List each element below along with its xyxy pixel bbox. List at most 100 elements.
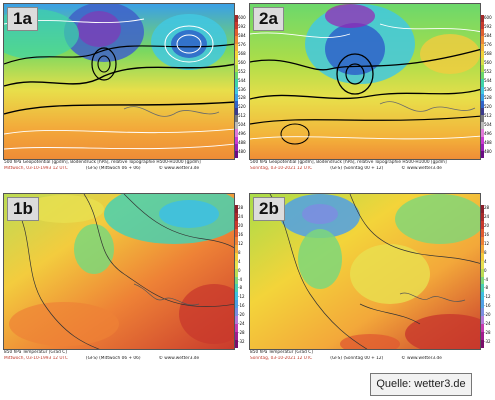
color-scale-tick: 12 — [484, 240, 490, 246]
color-scale-tick: 560 — [484, 59, 492, 65]
color-scale-tick: 536 — [238, 86, 246, 92]
caption-line-2: Sonntag, 03-10-2021 12 UTC (GFS) (Sonntag… — [250, 356, 480, 361]
color-scale-band — [481, 316, 484, 325]
color-scale-band — [235, 122, 238, 130]
color-scale-band — [235, 43, 238, 52]
color-scale-band — [481, 22, 484, 30]
geopotential-map — [3, 3, 235, 160]
color-scale-band — [235, 150, 238, 159]
caption-date: Mittwoch, 03-10-1993 12 UTC — [4, 356, 68, 361]
panel-1a: 1a 600 592 584 576 568 560 552 544 536 528 520 512 5… — [3, 3, 246, 190]
color-scale-tick: 488 — [484, 140, 492, 146]
map-graphic — [4, 194, 234, 349]
color-scale-tick: -20 — [238, 312, 245, 318]
color-scale-band — [235, 300, 238, 309]
color-scale-band — [235, 136, 238, 145]
color-scale-tick: 560 — [238, 59, 246, 65]
color-scale-tick: 16 — [484, 231, 490, 237]
color-scale-tick: 24 — [238, 213, 244, 219]
color-scale-band — [481, 284, 484, 293]
color-scale-band — [481, 268, 484, 277]
color-scale-band — [235, 129, 238, 138]
color-scale-band — [481, 93, 484, 102]
color-scale-band — [235, 15, 238, 23]
color-scale-tick: 496 — [484, 131, 492, 137]
color-scale-band — [481, 86, 484, 95]
color-scale-tick: 592 — [238, 23, 246, 29]
color-scale-band — [235, 205, 238, 214]
color-scale-tick: 4 — [484, 258, 487, 264]
panel-label: 2b — [253, 197, 285, 221]
panel-1b: 1b 28 24 20 16 12 8 4 0 -4 -8 -12 -16 -20 -24 -28 -32 8… — [3, 193, 245, 373]
color-scale-band — [481, 300, 484, 309]
color-scale-tick: 568 — [238, 50, 246, 56]
color-scale-band — [235, 268, 238, 277]
color-scale-tick: 16 — [238, 231, 244, 237]
color-scale-tick: 28 — [484, 205, 490, 210]
color-scale-tick: 576 — [238, 41, 246, 47]
map-graphic — [250, 4, 480, 159]
color-scale-tick: -32 — [238, 339, 245, 345]
color-scale-band — [481, 252, 484, 262]
color-scale-band — [481, 308, 484, 317]
color-scale-band — [235, 316, 238, 325]
color-scale-band — [481, 220, 484, 230]
color-scale-band — [235, 276, 238, 285]
temperature-map — [3, 193, 235, 350]
panel-label: 1b — [7, 197, 39, 221]
color-scale-band — [235, 252, 238, 262]
panel-label: 2a — [253, 7, 284, 31]
color-scale: 600 592 584 576 568 560 552 544 536 528 520 512 504 4… — [481, 15, 492, 159]
color-scale: 28 24 20 16 12 8 4 0 -4 -8 -12 -16 -20 -24 -28 -32 — [481, 205, 491, 349]
caption-date: Sonntag, 03-10-2021 12 UTC — [250, 166, 313, 171]
color-scale-tick: -8 — [484, 285, 488, 291]
color-scale-band — [235, 86, 238, 95]
color-scale-band — [235, 100, 238, 109]
caption-line-1: 850 hPa Temperatur [Grad C] — [4, 350, 67, 355]
color-scale-tick: -16 — [484, 303, 491, 309]
color-scale-tick: -20 — [484, 312, 491, 318]
caption-date: Sonntag, 03-10-2021 12 UTC — [250, 356, 313, 361]
caption-run: (GFS) (Mittwoch 06 + 06) — [85, 356, 141, 361]
panel-2b: 2b 28 24 20 16 12 8 4 0 -4 -8 -12 -16 -20 -24 -28 -32 8… — [249, 193, 491, 373]
map-graphic — [250, 194, 480, 349]
color-scale-tick: 12 — [238, 240, 244, 246]
color-scale-band — [481, 57, 484, 66]
color-scale: 600 592 584 576 568 560 552 544 536 528 520 512 504 4… — [235, 15, 246, 159]
color-scale-band — [481, 136, 484, 145]
color-scale-tick: 488 — [238, 140, 246, 146]
color-scale-tick: -8 — [238, 285, 242, 291]
color-scale-band — [481, 79, 484, 87]
color-scale: 28 24 20 16 12 8 4 0 -4 -8 -12 -16 -20 -24 -28 -32 — [235, 205, 245, 349]
color-scale-band — [235, 308, 238, 317]
color-scale-tick: -24 — [484, 321, 491, 327]
color-scale-band — [481, 29, 484, 37]
caption-site: © www.wetter3.de — [158, 166, 200, 171]
color-scale-band — [481, 100, 484, 109]
caption-line-1: 500 hPa Geopotential [gpdm], Bodendruck … — [4, 160, 201, 165]
color-scale-band — [481, 115, 484, 123]
color-scale-band — [235, 65, 238, 73]
color-scale-band — [481, 129, 484, 138]
color-scale-tick: 568 — [484, 50, 492, 56]
color-scale-band — [235, 115, 238, 123]
color-scale-band — [481, 340, 484, 349]
color-scale-band — [235, 284, 238, 293]
color-scale-tick: 24 — [484, 213, 490, 219]
color-scale-band — [235, 260, 238, 270]
caption-site: © www.wetter3.de — [401, 166, 442, 171]
map-graphic — [4, 4, 234, 159]
source-label: Quelle: wetter3.de — [370, 373, 472, 396]
color-scale-band — [235, 236, 238, 246]
color-scale-tick: 576 — [484, 41, 492, 47]
color-scale-band — [235, 79, 238, 87]
color-scale-band — [235, 22, 238, 30]
color-scale-band — [235, 57, 238, 66]
color-scale-tick: 552 — [484, 68, 492, 74]
color-scale-tick: 512 — [484, 113, 492, 119]
color-scale-band — [481, 244, 484, 254]
color-scale-band — [235, 292, 238, 301]
color-scale-band — [235, 50, 238, 59]
panel-2a: 2a 600 592 584 576 568 560 552 544 536 528 520 512 5… — [249, 3, 492, 190]
color-scale-tick: 544 — [484, 77, 492, 83]
